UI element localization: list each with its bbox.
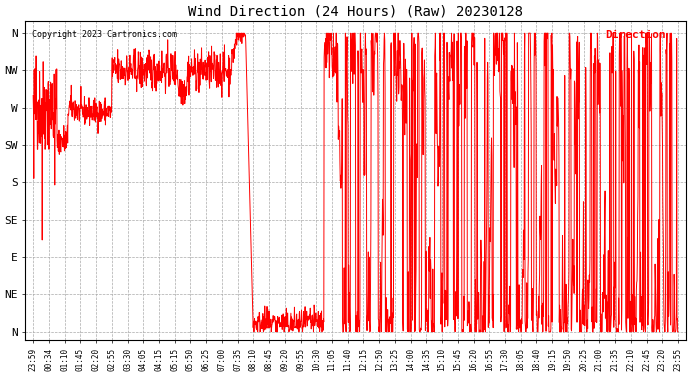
Text: Copyright 2023 Cartronics.com: Copyright 2023 Cartronics.com	[32, 30, 177, 39]
Title: Wind Direction (24 Hours) (Raw) 20230128: Wind Direction (24 Hours) (Raw) 20230128	[188, 4, 523, 18]
Text: Direction: Direction	[605, 30, 666, 40]
